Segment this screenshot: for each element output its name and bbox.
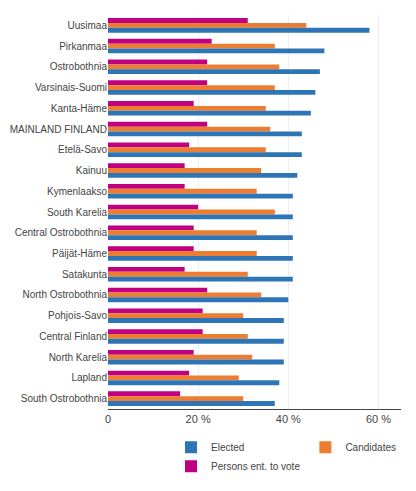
svg-text:20 %: 20 % xyxy=(186,413,211,425)
svg-text:Central Ostrobothnia: Central Ostrobothnia xyxy=(15,227,108,238)
svg-text:Uusimaa: Uusimaa xyxy=(68,20,108,31)
svg-text:Central Finland: Central Finland xyxy=(39,331,107,342)
svg-text:Varsinais-Suomi: Varsinais-Suomi xyxy=(35,82,107,93)
svg-text:Pirkanmaa: Pirkanmaa xyxy=(59,41,107,52)
svg-text:MAINLAND FINLAND: MAINLAND FINLAND xyxy=(10,124,107,135)
svg-text:Päijät-Häme: Päijät-Häme xyxy=(52,248,107,259)
svg-text:0: 0 xyxy=(105,413,111,425)
svg-text:Kymenlaakso: Kymenlaakso xyxy=(47,186,107,197)
svg-text:Satakunta: Satakunta xyxy=(62,269,107,280)
svg-text:Lapland: Lapland xyxy=(71,372,107,383)
svg-text:North Ostrobothnia: North Ostrobothnia xyxy=(23,289,108,300)
svg-text:Candidates: Candidates xyxy=(345,442,396,453)
svg-text:North Karelia: North Karelia xyxy=(49,352,108,363)
svg-text:Kanta-Häme: Kanta-Häme xyxy=(51,103,108,114)
svg-text:Pohjois-Savo: Pohjois-Savo xyxy=(48,310,107,321)
svg-text:South Ostrobothnia: South Ostrobothnia xyxy=(21,393,108,404)
svg-text:60 %: 60 % xyxy=(366,413,391,425)
svg-text:Ostrobothnia: Ostrobothnia xyxy=(50,61,108,72)
svg-text:Kainuu: Kainuu xyxy=(76,165,107,176)
svg-text:Etelä-Savo: Etelä-Savo xyxy=(58,144,107,155)
svg-text:South Karelia: South Karelia xyxy=(47,207,107,218)
svg-text:Elected: Elected xyxy=(211,442,244,453)
svg-text:Persons ent. to vote: Persons ent. to vote xyxy=(211,461,300,472)
svg-text:40 %: 40 % xyxy=(276,413,301,425)
